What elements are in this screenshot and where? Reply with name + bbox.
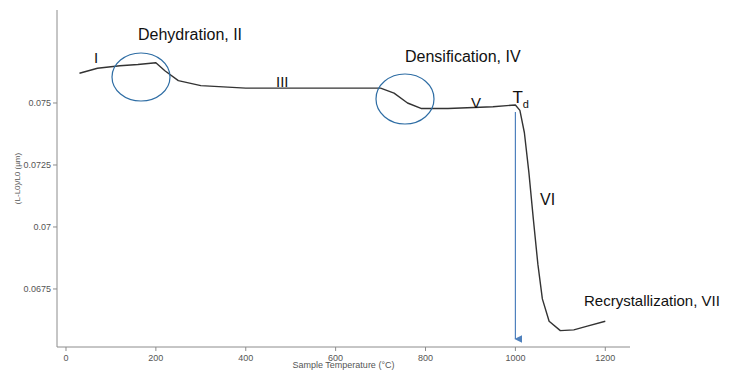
y-tick-label: 0.0675 <box>23 284 51 294</box>
annotation: III <box>276 73 289 90</box>
x-tick <box>605 347 606 351</box>
td-label: Td <box>512 88 529 110</box>
x-tick-label: 0 <box>63 353 68 363</box>
highlight-circle <box>112 53 170 101</box>
td-main: T <box>512 88 522 107</box>
y-tick-label: 0.075 <box>28 98 51 108</box>
chart: 0200400600800100012000.06750.070.07250.0… <box>0 0 748 383</box>
annotation: Dehydration, II <box>138 26 242 43</box>
td-arrow <box>515 112 516 339</box>
x-tick-label: 200 <box>148 353 163 363</box>
x-axis <box>57 347 630 348</box>
x-tick <box>425 347 426 351</box>
x-axis-label: Sample Temperature (°C) <box>293 360 395 370</box>
highlight-circle <box>376 74 434 124</box>
y-tick <box>53 288 57 289</box>
y-tick-label: 0.0725 <box>23 160 51 170</box>
y-tick-label: 0.07 <box>33 222 51 232</box>
annotation: Recrystallization, VII <box>584 292 720 309</box>
data-line <box>79 63 605 331</box>
annotation: Densification, IV <box>405 48 521 65</box>
annotation: V <box>471 94 481 111</box>
y-tick <box>53 164 57 165</box>
y-tick <box>53 226 57 227</box>
x-tick <box>155 347 156 351</box>
annotation: VI <box>540 191 555 208</box>
x-tick <box>335 347 336 351</box>
x-tick <box>65 347 66 351</box>
x-tick <box>245 347 246 351</box>
td-subscript: d <box>523 98 529 110</box>
y-axis <box>57 10 58 347</box>
x-tick-label: 1200 <box>595 353 615 363</box>
x-tick-label: 400 <box>238 353 253 363</box>
x-tick-label: 800 <box>418 353 433 363</box>
x-tick <box>515 347 516 351</box>
y-axis-label: (L-L0)/L0 (µm) <box>13 153 22 205</box>
plot-area <box>79 63 605 331</box>
x-tick-label: 1000 <box>505 353 525 363</box>
annotation: I <box>94 49 98 66</box>
y-tick <box>53 102 57 103</box>
